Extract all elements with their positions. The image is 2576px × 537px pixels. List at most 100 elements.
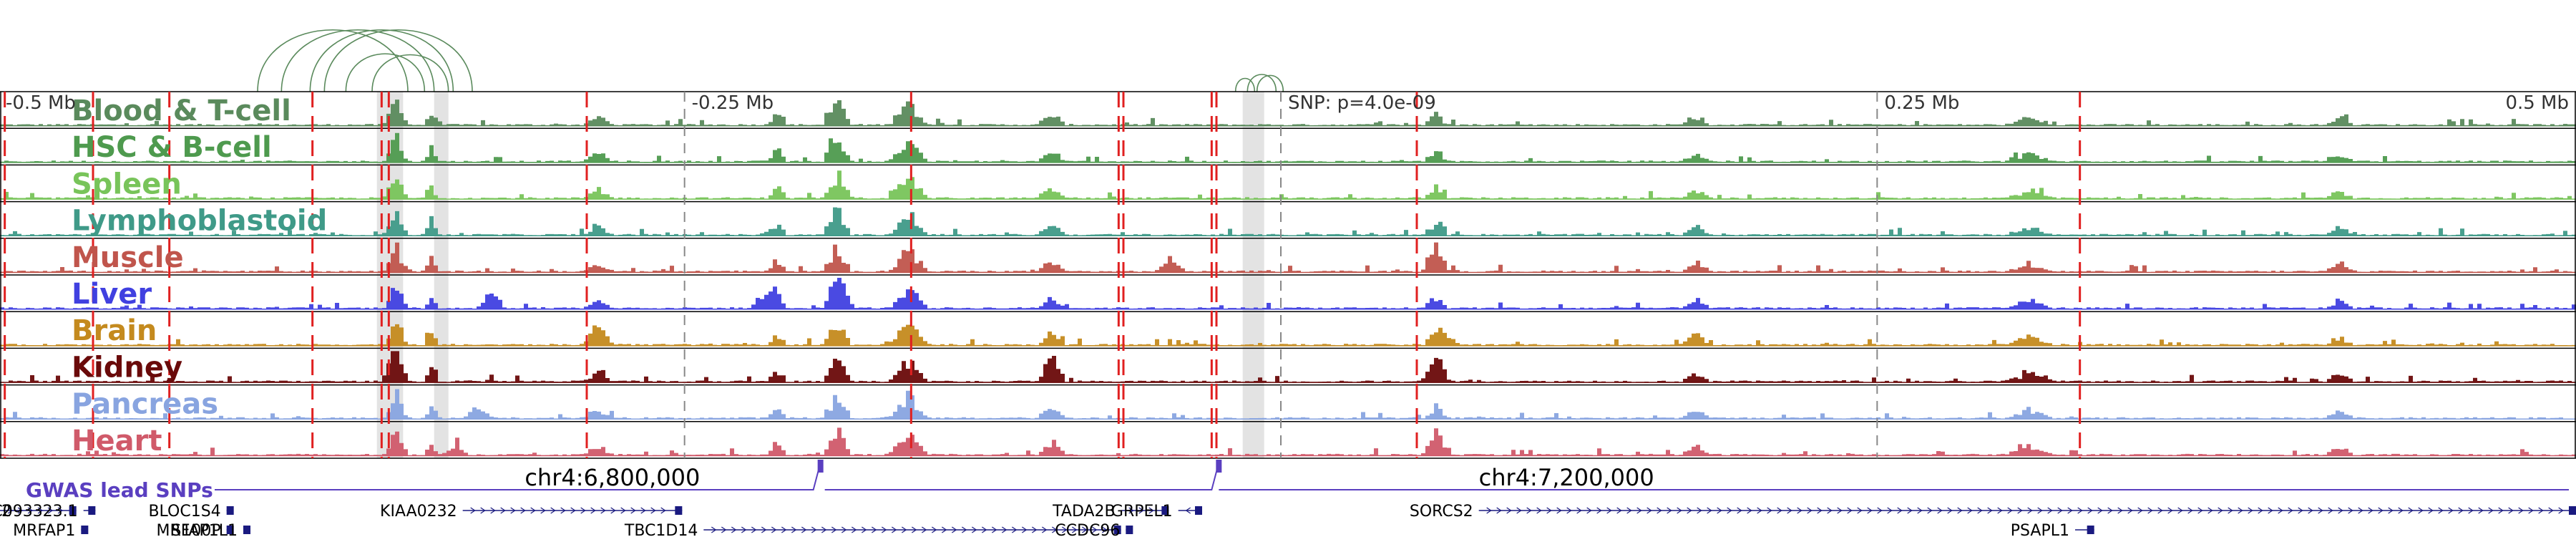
strand-arrow [1616,507,1622,514]
strand-arrow [1566,507,1572,514]
track-label: Blood & T-cell [72,95,291,127]
strand-arrow [1546,507,1552,514]
track-label: Lymphoblastoid [72,205,327,238]
gene-exon [1195,506,1202,515]
strand-arrow [1092,526,1098,533]
gene-label: TBC1D14 [624,522,698,537]
gene-label: AC093323.1 [0,503,78,521]
strand-arrow [1556,507,1562,514]
strand-arrow [1042,526,1048,533]
strand-arrow [781,526,787,533]
strand-arrow [2207,507,2213,514]
strand-arrow [1138,507,1144,514]
strand-arrow [1737,507,1742,514]
strand-arrow [510,507,516,514]
gene-exon [243,526,250,534]
gene-s100p: S100P [171,522,234,537]
strand-arrow [761,526,767,533]
gene-mrfap1: MRFAP1 [13,522,89,537]
strand-arrow [57,507,64,514]
track-label: Spleen [72,168,182,200]
strand-arrow [852,526,857,533]
gene-tbc1d14: TBC1D14 [624,522,1121,537]
track-spleen [0,170,2576,203]
strand-arrow [1877,507,1883,514]
strand-arrow [2197,507,2203,514]
loop-arc [1246,74,1277,92]
strand-arrow [1576,507,1582,514]
scale-label: -0.5 Mb [6,92,76,114]
scale-label: 0.25 Mb [1884,92,1959,114]
loop-arc [1234,77,1256,92]
strand-arrow [2157,507,2163,514]
strand-arrow [2258,507,2263,514]
strand-arrow [1062,526,1068,533]
strand-arrow [2548,507,2554,514]
coordinate-labels: chr4:6,800,000 chr4:7,200,000 [525,464,1654,491]
strand-arrow [741,526,747,533]
strand-arrow [2488,507,2494,514]
gene-ccdc96: CCDC96 [1055,522,1133,537]
strand-arrow [560,507,566,514]
strand-arrow [1727,507,1732,514]
strand-arrow [2328,507,2333,514]
strand-arrow [1907,507,1913,514]
strand-arrow [2037,507,2043,514]
gene-exon [1161,506,1169,515]
gene-label: 2 [1,503,11,521]
strand-arrow [620,507,626,514]
gene-grpel1: GRPEL1 [1111,503,1202,521]
track-label: Heart [72,425,162,458]
strand-arrow [600,507,606,514]
strand-arrow [1887,507,1893,514]
track-heart [0,427,2576,459]
strand-arrow [1667,507,1672,514]
strand-arrow [1596,507,1602,514]
strand-arrow [982,526,987,533]
loop-arcs [257,29,1284,92]
gene-sorcs2: SORCS2 [1410,503,2576,521]
loop-arc [1256,74,1284,92]
strand-arrow [942,526,947,533]
track-label: HSC & B-cell [72,131,272,164]
strand-arrow [2007,507,2013,514]
strand-arrow [2398,507,2404,514]
strand-arrow [500,507,506,514]
strand-arrow [1032,526,1038,533]
strand-arrow [932,526,937,533]
strand-arrow [530,507,536,514]
strand-arrow [821,526,827,533]
strand-arrow [1967,507,1973,514]
strand-arrow [2047,507,2053,514]
strand-arrow [1867,507,1873,514]
strand-arrow [841,526,847,533]
coordinate-label: chr4:7,200,000 [1479,464,1654,491]
track-liver [0,278,2576,312]
strand-arrow [1817,507,1823,514]
strand-arrow [1957,507,1963,514]
strand-arrow [1837,507,1843,514]
track-muscle [0,242,2576,276]
gwas-connector [824,462,1220,490]
gene-exon [226,526,234,534]
strand-arrow [1987,507,1993,514]
gwas-track: GWAS lead SNPs [26,460,2569,502]
strand-arrow [2127,507,2133,514]
strand-arrow [2448,507,2454,514]
strand-arrow [902,526,907,533]
track-labels: Blood & T-cell HSC & B-cell Spleen Lymphobl… [72,95,327,458]
strand-arrow [1897,507,1903,514]
strand-arrow [1022,526,1028,533]
strand-arrow [550,507,556,514]
strand-arrow [2318,507,2323,514]
strand-arrow [1847,507,1853,514]
strand-arrow [650,507,656,514]
strand-arrow [952,526,957,533]
strand-arrow [2057,507,2063,514]
scale-label: SNP: p=4.0e-09 [1288,92,1436,114]
strand-arrow [2107,507,2113,514]
strand-arrow [1185,507,1191,514]
gwas-snp-lines [4,92,2082,458]
track-label: Brain [72,314,157,347]
